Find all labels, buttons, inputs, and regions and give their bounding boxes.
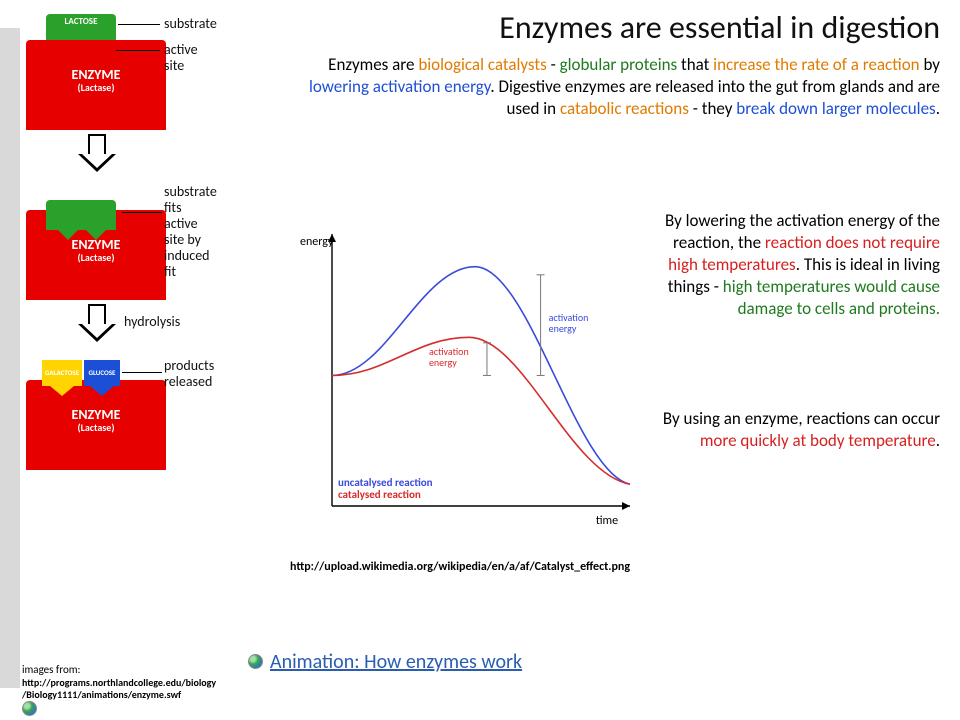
globe-icon	[248, 654, 263, 669]
enzyme-diagram: LACTOSE ENZYME (Lactase) substrate activ…	[26, 10, 256, 470]
enzyme-sub: (Lactase)	[26, 253, 166, 264]
paragraph-3: By using an enzyme, reactions can occur …	[640, 408, 940, 452]
label-induced-fit: substrate fits active site by induced fi…	[164, 184, 217, 281]
product2-label: GLUCOSE	[84, 368, 120, 377]
arrow-down-icon	[78, 304, 116, 346]
leader-line	[122, 212, 162, 213]
svg-text:energy: energy	[429, 356, 457, 369]
leader-line	[118, 24, 160, 25]
animation-link[interactable]: Animation: How enzymes work	[270, 650, 522, 674]
label-substrate: substrate	[164, 16, 217, 32]
enzyme-stage-2: ENZYME (Lactase) substrate fits active s…	[26, 180, 166, 300]
globe-icon	[22, 701, 37, 716]
substrate-shape	[46, 200, 116, 230]
product1-label: GALACTOSE	[42, 368, 82, 377]
arrow-down-icon	[78, 134, 116, 176]
enzyme-stage-1: LACTOSE ENZYME (Lactase) substrate activ…	[26, 10, 166, 130]
enzyme-sub: (Lactase)	[26, 423, 166, 434]
svg-text:energy: energy	[549, 322, 577, 335]
leader-line	[122, 372, 162, 373]
svg-text:time: time	[596, 514, 618, 528]
activation-energy-chart: energytimeactivationenergyactivationener…	[290, 220, 640, 550]
label-active-site: active site	[164, 42, 198, 74]
paragraph-1: Enzymes are biological catalysts - globu…	[288, 54, 940, 120]
page: Enzymes are essential in digestion Enzym…	[0, 0, 960, 720]
leader-line	[116, 50, 160, 51]
page-title: Enzymes are essential in digestion	[499, 8, 940, 47]
paragraph-2: By lowering the activation energy of the…	[640, 210, 940, 320]
enzyme-label: ENZYME (Lactase)	[26, 408, 166, 433]
enzyme-sub: (Lactase)	[26, 83, 166, 94]
credit-intro: images from:	[22, 663, 80, 676]
enzyme-label: ENZYME (Lactase)	[26, 238, 166, 263]
enzyme-stage-3: GALACTOSE GLUCOSE ENZYME (Lactase) produ…	[26, 350, 166, 470]
image-credit-left: images from: http://programs.northlandco…	[22, 664, 216, 702]
substrate-name: LACTOSE	[48, 16, 114, 27]
svg-text:energy: energy	[300, 235, 334, 249]
enzyme-label: ENZYME (Lactase)	[26, 68, 166, 93]
chart-credit: http://upload.wikimedia.org/wikipedia/en…	[290, 560, 630, 574]
label-products: products released	[164, 358, 214, 390]
gray-strip	[0, 28, 20, 688]
svg-text:catalysed reaction: catalysed reaction	[338, 488, 421, 501]
credit-url: http://programs.northlandcollege.edu/bio…	[22, 676, 216, 702]
